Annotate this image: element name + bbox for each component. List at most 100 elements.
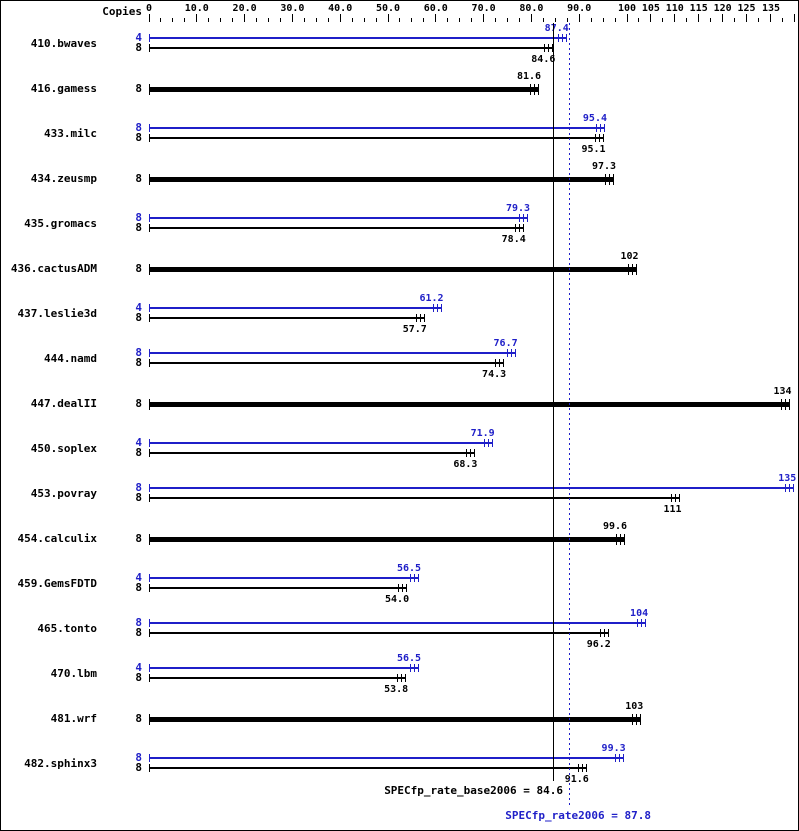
axis-tick-label: 50.0 (375, 3, 401, 14)
benchmark-name: 416.gamess (30, 82, 97, 95)
copies-value: 8 (135, 311, 142, 324)
bar (149, 217, 529, 219)
bar-start-tick (149, 349, 150, 357)
bar-median-mark (530, 83, 532, 95)
peak-summary-text: SPECfp_rate2006 = 87.8 (505, 809, 651, 822)
axis-minor-tick (160, 18, 162, 22)
bar-end-tick (613, 173, 615, 185)
copies-value: 8 (135, 82, 142, 95)
copies-value: 8 (135, 397, 142, 410)
copies-value: 8 (135, 626, 142, 639)
bar-median-mark (548, 44, 550, 52)
benchmark-name: 436.cactusADM (10, 262, 97, 275)
bar-median-mark (596, 124, 597, 132)
bar-start-tick (149, 224, 150, 232)
bar-value-label: 71.9 (470, 428, 495, 439)
bar-start-tick (149, 439, 150, 447)
copies-value: 4 (135, 301, 142, 314)
bar (149, 442, 493, 444)
bar (149, 362, 505, 364)
copies-value: 8 (135, 41, 142, 54)
peak-mean-line (569, 23, 570, 806)
bar-start-tick (149, 214, 150, 222)
bar (149, 352, 516, 354)
bar-value-label: 81.6 (516, 71, 542, 82)
axis-tick (746, 14, 747, 22)
bar-end-tick (440, 304, 442, 312)
axis-tick-label: 10.0 (184, 3, 209, 14)
bar-median-mark (636, 713, 638, 725)
axis-minor-tick (710, 18, 712, 22)
bar (149, 47, 554, 49)
axis-tick (578, 14, 580, 22)
copies-value: 8 (135, 121, 142, 134)
bar (149, 716, 642, 722)
bar-end-tick (585, 764, 587, 772)
bar-end-tick (418, 664, 420, 672)
bar (149, 37, 567, 39)
bar-end-tick (635, 263, 637, 275)
bar (149, 677, 407, 679)
benchmark-name: 444.namd (44, 352, 97, 365)
axis-minor-tick (566, 18, 568, 22)
bar-median-mark (627, 263, 629, 275)
bar-start-tick (149, 359, 150, 367)
bar-median-mark (581, 764, 583, 772)
bar-median-mark (410, 664, 412, 672)
bar (149, 401, 790, 407)
bar-median-mark (506, 349, 508, 357)
copies-value: 4 (135, 661, 142, 674)
copies-value: 8 (135, 616, 142, 629)
bar-median-mark (780, 398, 782, 410)
bar-end-tick (678, 494, 680, 502)
axis-minor-tick (602, 18, 604, 22)
bar-value-label: 53.8 (384, 684, 409, 695)
bar-median-mark (519, 214, 521, 222)
axis-tick-label: 100 (617, 3, 637, 14)
bar-value-label: 56.5 (396, 563, 422, 574)
axis-tick-label: 0 (145, 3, 153, 14)
axis-minor-tick (375, 18, 377, 22)
bar-value-label: 74.3 (482, 369, 507, 380)
bar-start-tick (149, 124, 150, 132)
bar-value-label: 135 (778, 473, 797, 484)
axis-tick-label: 120 (713, 3, 732, 14)
bar (149, 632, 609, 634)
axis-tick (291, 14, 293, 22)
bar-median-mark (398, 584, 400, 592)
bar-value-label: 56.5 (396, 653, 422, 664)
bar-median-mark (614, 754, 616, 762)
axis-tick-label: 60.0 (423, 3, 448, 14)
bar-end-tick (406, 584, 408, 592)
axis-minor-tick (757, 18, 759, 22)
copies-value: 8 (135, 356, 142, 369)
bar-value-label: 104 (630, 608, 649, 619)
bar-start-tick (149, 83, 150, 95)
axis-tick-label: 110 (665, 3, 684, 14)
copies-value: 8 (135, 532, 142, 545)
bar-start-tick (149, 34, 150, 42)
bar (149, 487, 795, 489)
axis-minor-tick (351, 18, 353, 22)
bar (149, 86, 540, 92)
bar-median-mark (620, 533, 622, 545)
bar-median-mark (561, 34, 563, 42)
bar-value-label: 76.7 (493, 338, 518, 349)
copies-value: 4 (135, 436, 142, 449)
bar-end-tick (474, 449, 476, 457)
copies-value: 8 (135, 671, 142, 684)
axis-minor-tick (447, 18, 449, 22)
bar (149, 667, 420, 669)
axis-minor-tick (411, 18, 413, 22)
bar-value-label: 84.6 (531, 54, 556, 65)
bar-median-mark (510, 349, 512, 357)
benchmark-name: 482.sphinx3 (24, 757, 97, 770)
axis-minor-tick (232, 18, 234, 22)
bar-median-mark (419, 314, 421, 322)
benchmark-name: 481.wrf (50, 712, 97, 725)
bar (149, 127, 605, 129)
axis-tick-label: 115 (689, 3, 708, 14)
bar-median-mark (637, 619, 639, 627)
axis-tick-label: 70.0 (471, 3, 496, 14)
